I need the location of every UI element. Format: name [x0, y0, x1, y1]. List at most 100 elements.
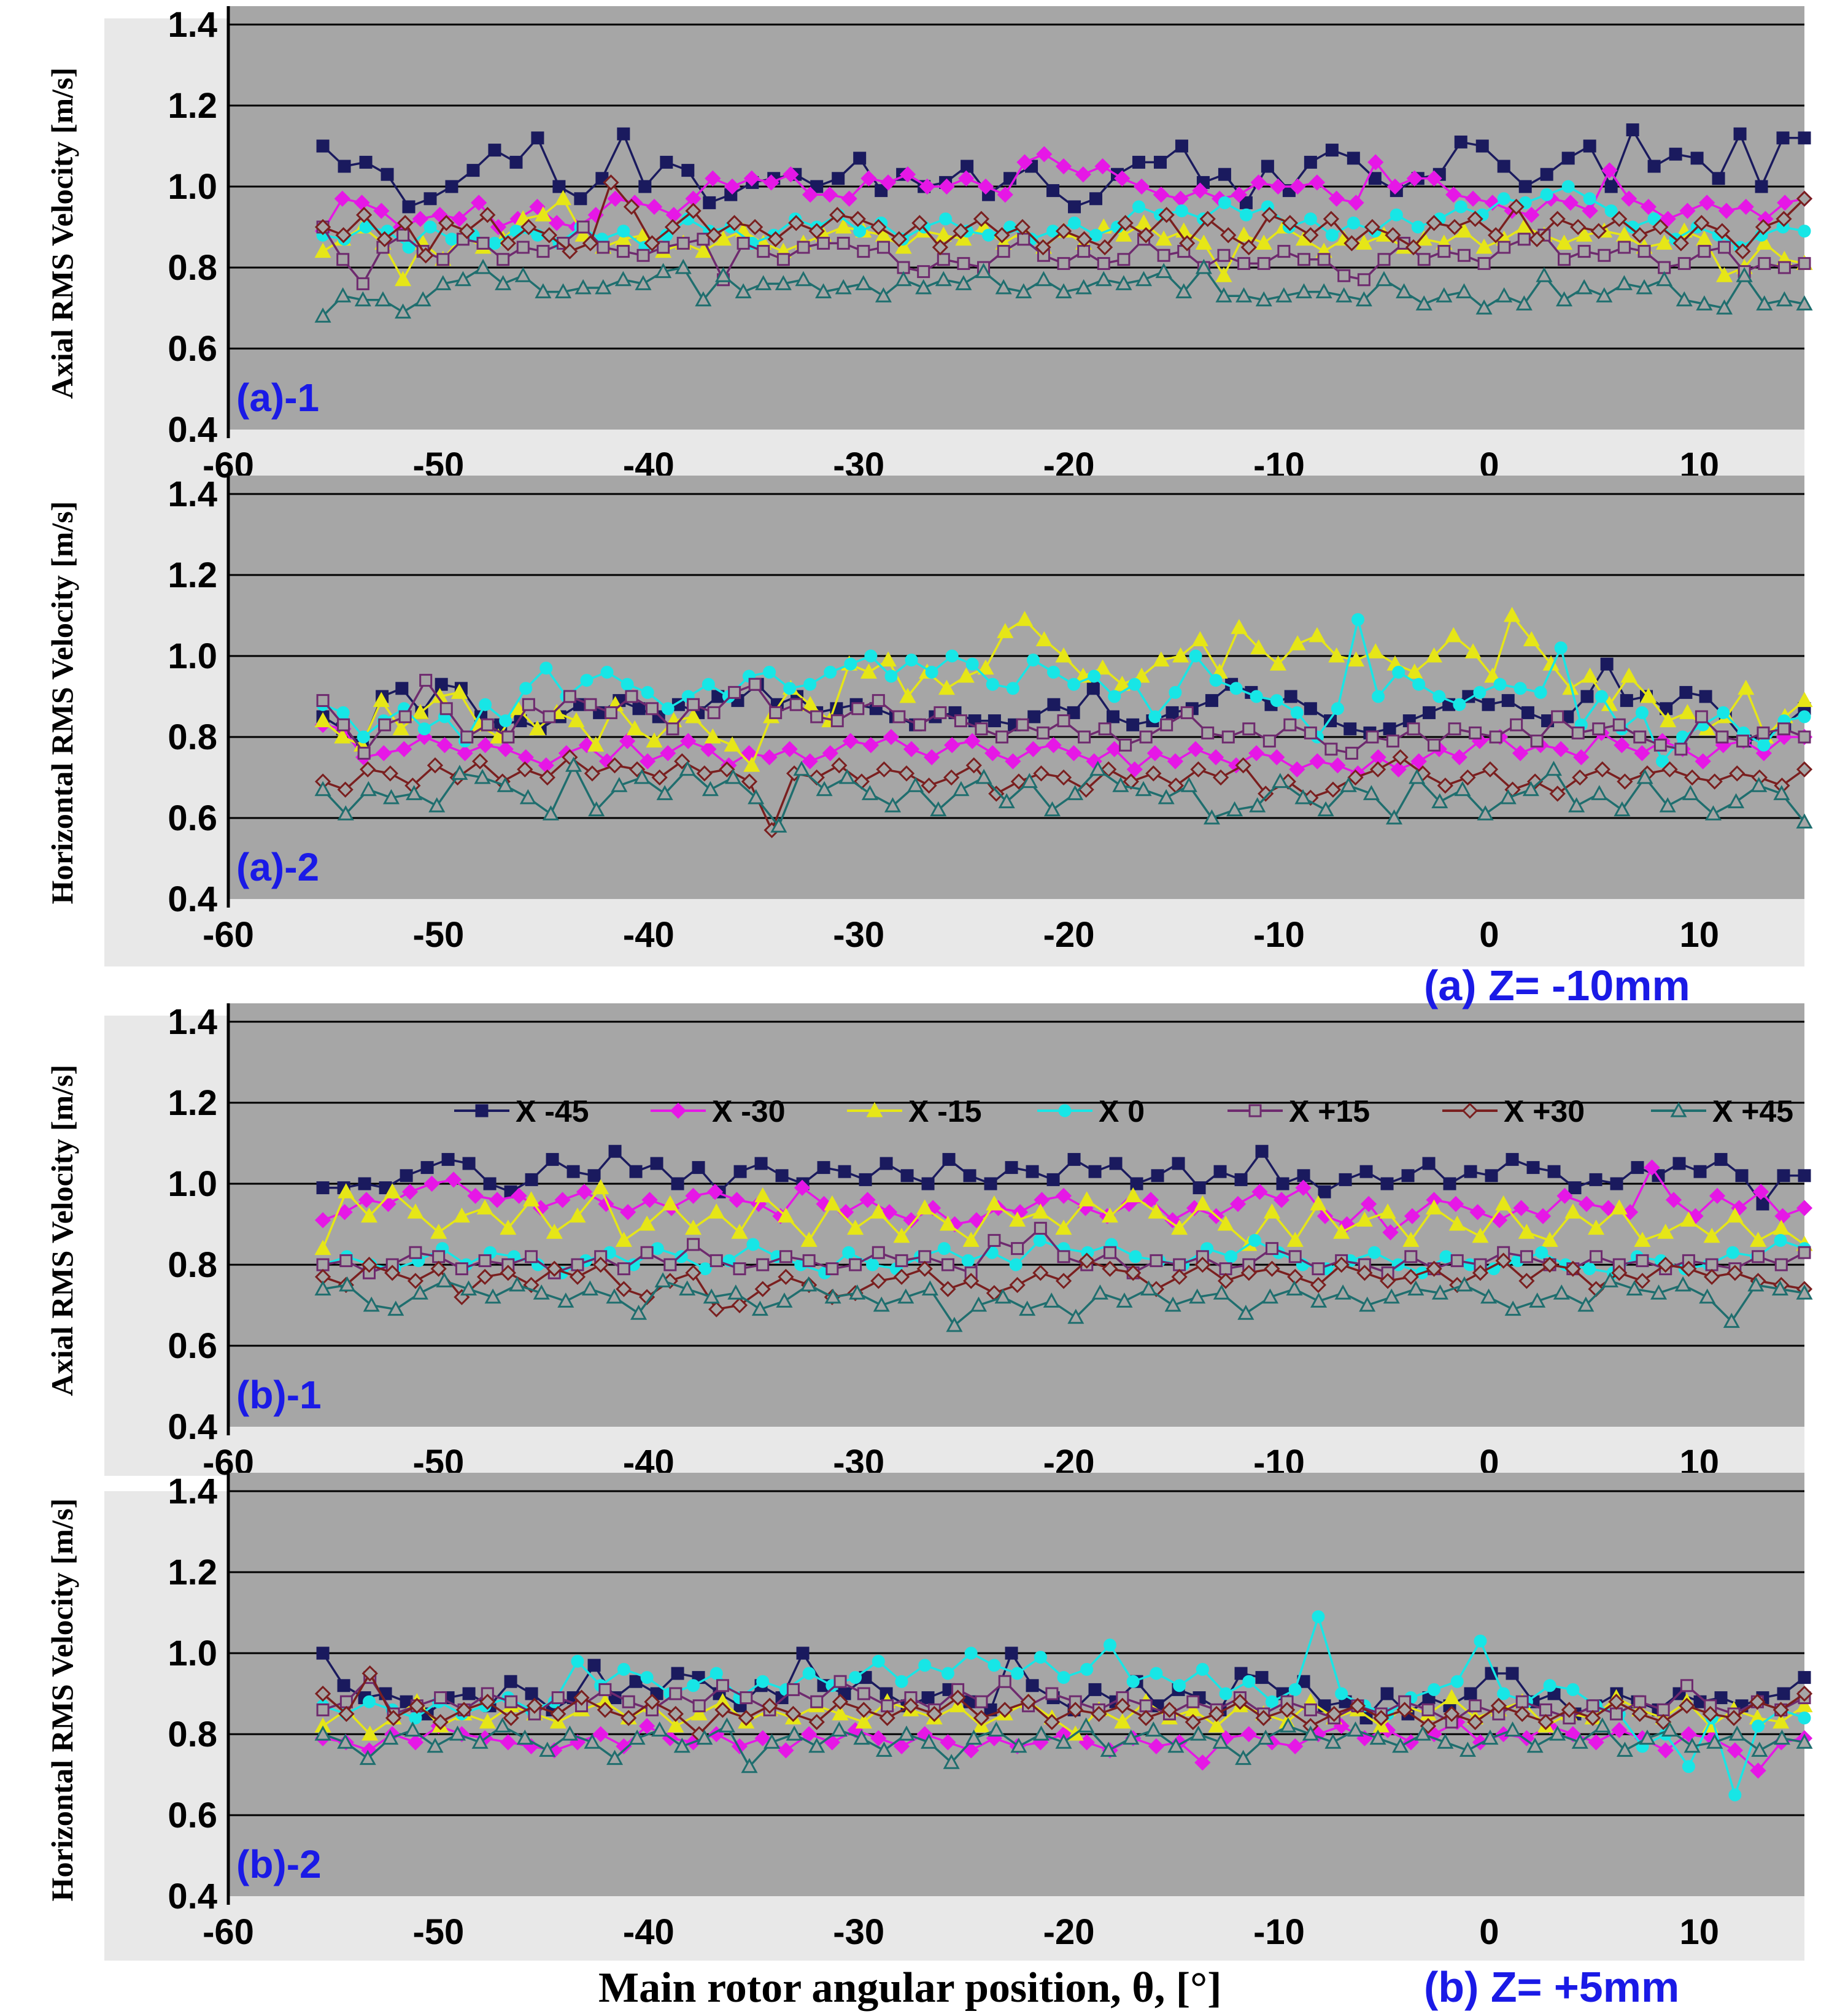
data-point [831, 757, 848, 774]
data-point [466, 164, 480, 177]
data-point [617, 127, 630, 141]
data-point [334, 728, 351, 744]
data-point [1679, 1697, 1695, 1714]
data-point [1282, 215, 1298, 231]
data-point [471, 1734, 489, 1749]
data-point [1660, 210, 1676, 227]
data-point [1304, 155, 1317, 169]
data-point [842, 1246, 856, 1259]
data-point [724, 736, 741, 752]
data-point [397, 215, 414, 231]
data-point [1185, 1714, 1201, 1730]
data-point [743, 170, 760, 187]
data-point [1392, 1737, 1409, 1753]
data-point [1192, 182, 1208, 199]
data-point [606, 1750, 624, 1765]
data-point [1499, 789, 1517, 804]
data-point [1457, 249, 1471, 262]
data-point [1033, 1233, 1046, 1247]
data-point [1249, 797, 1266, 812]
data-point [479, 698, 492, 711]
data-point [1032, 1265, 1049, 1281]
data-point [1448, 722, 1461, 736]
data-point [657, 241, 670, 254]
data-point [935, 271, 952, 287]
data-point [853, 1729, 870, 1745]
data-point [476, 236, 490, 250]
data-point [918, 1659, 932, 1672]
data-point [1660, 712, 1677, 728]
data-point [833, 1675, 847, 1688]
data-point [1406, 170, 1423, 187]
data-point [861, 785, 878, 800]
series-xplus45 [314, 1717, 1813, 1773]
data-point [729, 1192, 745, 1208]
data-point [569, 1207, 586, 1223]
data-point [1055, 283, 1072, 299]
data-point [373, 203, 390, 219]
data-point [1248, 1233, 1262, 1247]
data-point [338, 160, 351, 173]
data-point [1541, 1232, 1558, 1247]
data-point [879, 1710, 895, 1726]
data-point [576, 1184, 593, 1200]
data-point [899, 687, 916, 703]
series-xminus15 [314, 606, 1813, 772]
data-point [1009, 1211, 1026, 1227]
data-point [1522, 781, 1539, 797]
data-point [1677, 257, 1691, 270]
data-point [1212, 1734, 1229, 1749]
data-point [963, 1742, 980, 1759]
data-point [1025, 741, 1042, 757]
legend-label: X +15 [1289, 1094, 1370, 1129]
data-point [687, 1679, 700, 1692]
data-point [880, 651, 897, 667]
data-point [458, 223, 475, 239]
data-point [731, 1224, 748, 1239]
data-point [412, 704, 429, 719]
data-point [1497, 1687, 1510, 1700]
data-point [1521, 706, 1534, 719]
data-point [1235, 1750, 1252, 1765]
data-point [1047, 698, 1061, 711]
data-point [1005, 1161, 1018, 1175]
data-point [1257, 257, 1270, 270]
data-point [621, 1710, 637, 1726]
data-point [316, 1258, 330, 1271]
data-point [789, 698, 803, 711]
data-point [676, 236, 690, 250]
data-point [1545, 760, 1563, 776]
data-point [1208, 1705, 1225, 1723]
data-point [764, 1734, 781, 1749]
data-point [802, 696, 819, 711]
data-point [1160, 718, 1173, 731]
data-point [1475, 299, 1493, 315]
data-point [1514, 682, 1527, 695]
data-point [988, 785, 1005, 802]
data-point [1383, 722, 1396, 736]
data-point [1035, 631, 1053, 647]
data-point [1734, 243, 1751, 260]
data-point [1078, 1717, 1095, 1733]
data-point [1109, 1157, 1123, 1170]
data-point [1019, 1300, 1036, 1316]
data-point [1706, 773, 1723, 790]
data-point [738, 1710, 754, 1726]
data-point [1076, 231, 1092, 247]
data-point [757, 245, 770, 258]
data-point [1219, 1687, 1232, 1700]
data-point [1360, 1195, 1377, 1213]
data-point [1229, 1195, 1247, 1213]
data-point [562, 243, 578, 260]
data-point [1493, 677, 1507, 691]
chart-panel-1: 0.40.60.81.01.21.4-60 -50 -40 -30 -20 -10 0 10A… [45, 5, 1813, 500]
data-point [1450, 1254, 1464, 1267]
data-point [1577, 1296, 1595, 1312]
data-point [314, 307, 331, 323]
data-point [402, 200, 416, 214]
data-point [1325, 144, 1339, 157]
data-point [419, 674, 433, 687]
legend-marker [866, 1102, 883, 1117]
data-point [1704, 1268, 1720, 1285]
data-point [516, 241, 530, 254]
